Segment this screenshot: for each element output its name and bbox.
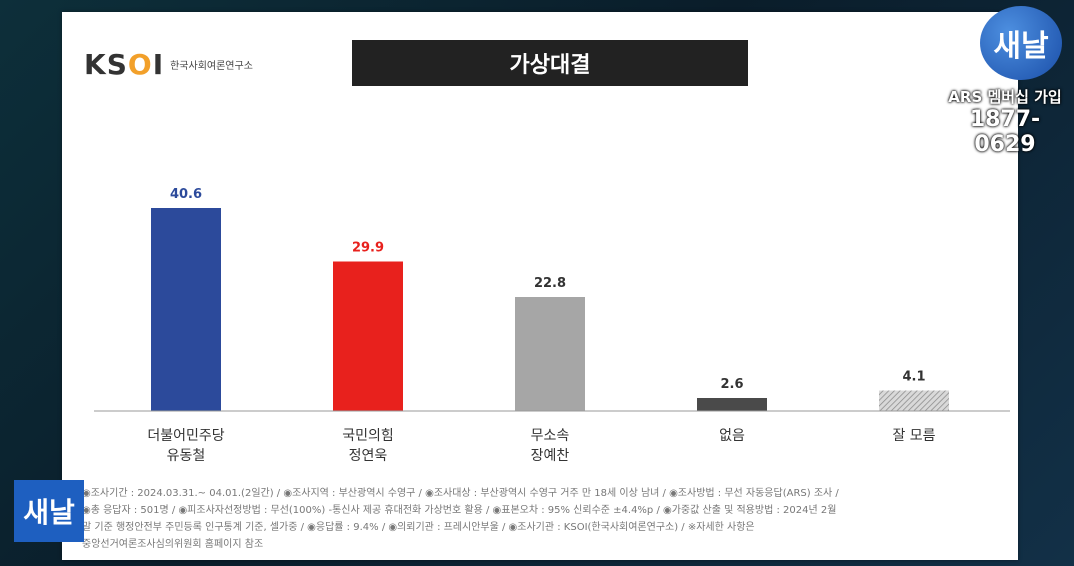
bar-2 [515, 297, 585, 411]
data-label-4: 4.1 [902, 370, 925, 385]
logo-letter: O [127, 48, 153, 81]
category-label-4: 잘 모름 [892, 428, 935, 444]
logo-mark: KSOI [84, 48, 164, 81]
logo-letter: I [152, 48, 165, 81]
category-label-2: 무소속 [531, 428, 570, 444]
channel-watermark-badge: 새날 [14, 480, 84, 542]
category-label-1: 국민의힘 [342, 428, 394, 444]
data-label-2: 22.8 [534, 276, 566, 291]
data-label-0: 40.6 [170, 187, 202, 202]
channel-logo-badge: 새날 [980, 6, 1062, 80]
ars-membership: ARS 멤버십 가입 1877-0629 [940, 86, 1070, 157]
bar-4 [879, 390, 949, 411]
data-label-1: 29.9 [352, 241, 384, 256]
category-label-1: 정연욱 [349, 448, 388, 464]
ksoi-logo: KSOI 한국사회여론연구소 [84, 48, 253, 81]
logo-letter: S [106, 48, 128, 81]
survey-footnote: ◉조사기간 : 2024.03.31.~ 04.01.(2일간) / ◉조사지역… [82, 485, 1002, 553]
footnote-line: 중앙선거여론조사심의위원회 홈페이지 참조 [82, 539, 264, 550]
chart-title: 가상대결 [352, 40, 748, 86]
category-label-0: 유동철 [167, 448, 206, 464]
category-label-0: 더불어민주당 [147, 428, 224, 444]
category-label-3: 없음 [719, 428, 745, 444]
logo-letter: K [84, 48, 107, 81]
logo-subtitle: 한국사회여론연구소 [170, 61, 253, 72]
footnote-line: ◉총 응답자 : 501명 / ◉피조사자선정방법 : 무선(100%) -통신… [82, 505, 837, 516]
category-label-2: 장예찬 [531, 448, 570, 464]
data-label-3: 2.6 [720, 377, 743, 392]
bar-3 [697, 398, 767, 411]
bar-1 [333, 261, 403, 411]
bar-0 [151, 208, 221, 411]
ars-label: ARS 멤버십 가입 [948, 88, 1062, 106]
footnote-line: ◉조사기간 : 2024.03.31.~ 04.01.(2일간) / ◉조사지역… [82, 488, 839, 499]
footnote-line: 말 기준 행정안전부 주민등록 인구통계 기준, 셀가중 / ◉응답률 : 9.… [82, 522, 755, 533]
ars-phone: 1877-0629 [969, 107, 1041, 157]
